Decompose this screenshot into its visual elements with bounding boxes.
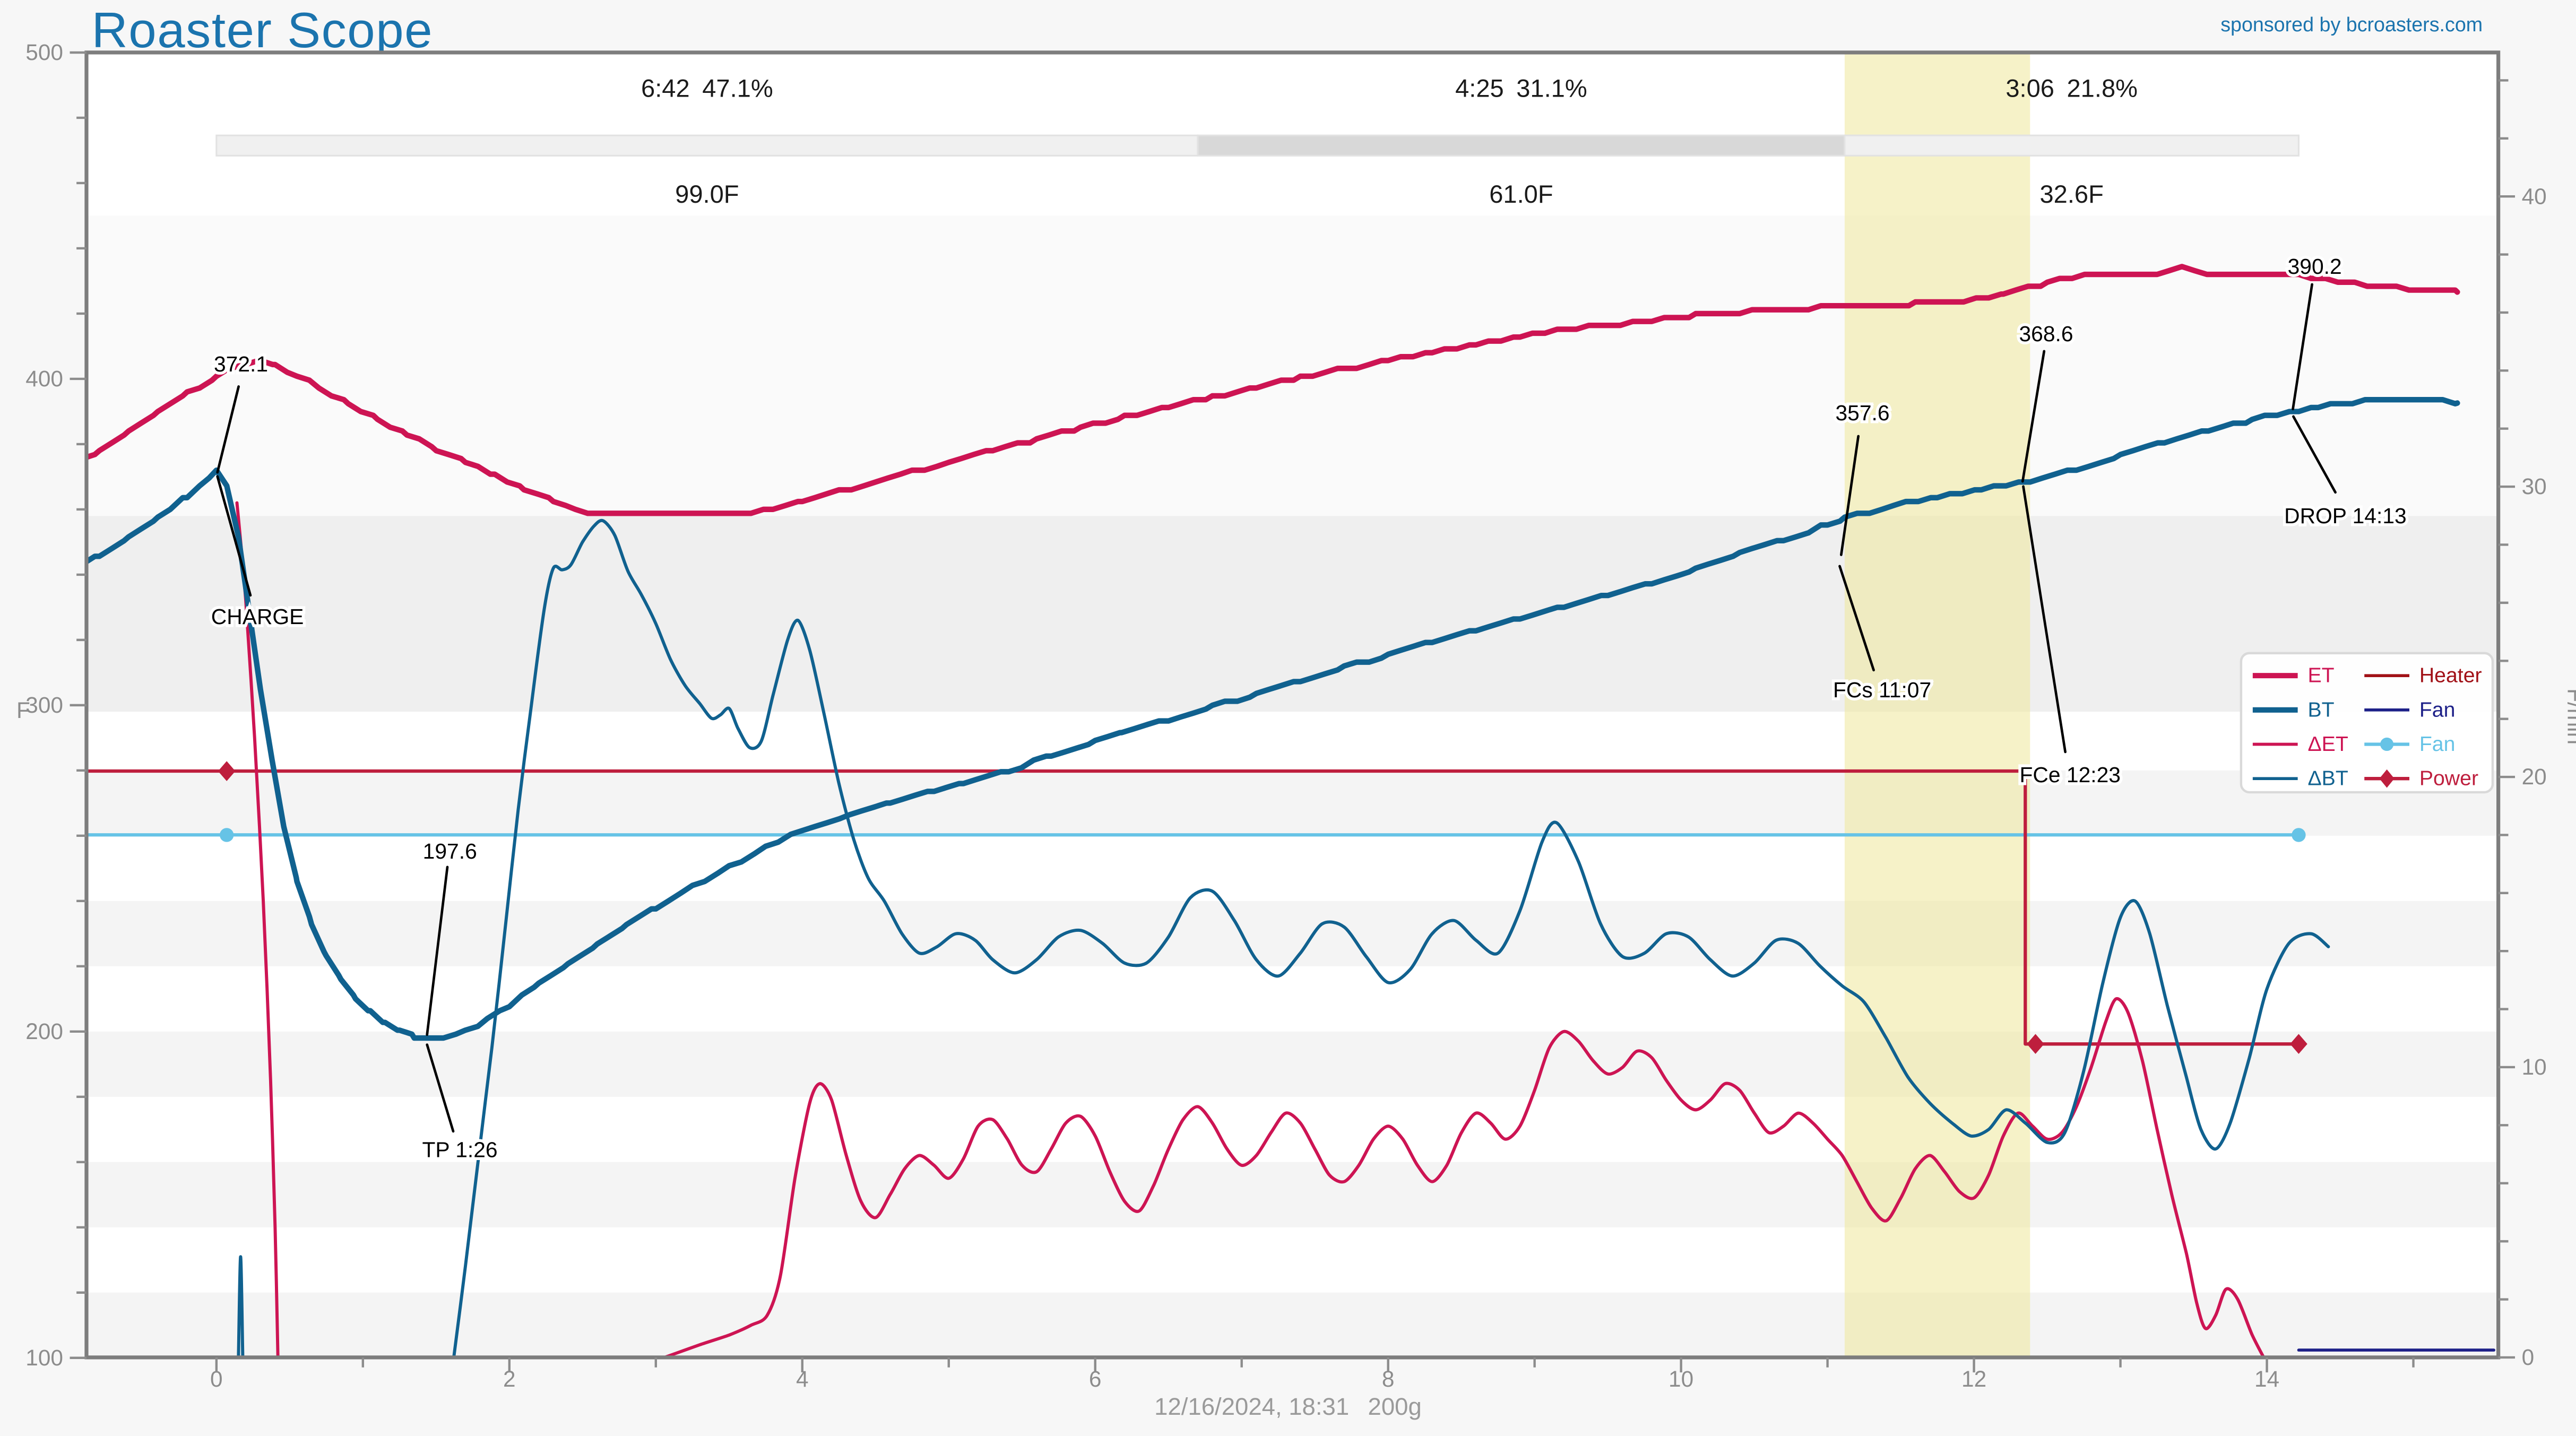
annotation-label: CHARGE [211,604,304,629]
temp-band [86,770,2499,836]
left-tick-label: 400 [25,366,63,391]
power-path [86,769,2301,1046]
right-tick-label: 30 [2522,474,2547,499]
annotation-line [216,385,240,474]
annotation-line [1838,565,1875,672]
x-tick-label: 8 [1382,1366,1395,1391]
annotation-label: FCe 12:23 [2020,763,2121,787]
δbt-path [237,1255,245,1357]
phase-time-percent: 6:42 47.1% [641,74,773,102]
legend-circle-marker [2380,737,2394,751]
x-tick-label: 14 [2254,1366,2279,1391]
legend-label: ET [2307,664,2334,687]
phase-delta-temp: 99.0F [675,180,739,208]
annotation-line [1840,435,1860,556]
left-tick-label: 100 [25,1345,63,1370]
annotation-label: 357.6 [1836,401,1890,425]
annotation-line [2292,415,2337,494]
annotation-line [2021,350,2046,483]
phase-bar-segment [215,134,1199,157]
sponsor-link[interactable]: sponsored by bcroasters.com [2220,13,2483,36]
annotation-label: DROP 14:13 [2284,504,2407,528]
fan-curve [86,828,2306,842]
right-axis-unit: F/min [2563,688,2576,745]
axis-labels: 100 200 300 400 500 F 0 10 20 30 40 F/min 0 2 4 6 8 10 12 1… [16,40,2576,1391]
phase-time-percent: 4:25 31.1% [1455,74,1587,102]
annotation-line [2292,283,2313,411]
right-tick-label: 20 [2522,764,2547,789]
right-tick-label: 40 [2522,184,2547,209]
page-title: Roaster Scope [91,2,434,58]
annotation-label: 390.2 [2288,254,2342,279]
annotation-line [216,475,252,597]
x-tick-label: 0 [210,1366,223,1391]
δbt-path [452,518,2330,1357]
left-tick-label: 200 [25,1019,63,1044]
legend-label: Fan [2419,698,2456,721]
temp-band [86,1292,2499,1357]
fan-marker [2292,828,2306,842]
δbt-curve [237,518,2330,1357]
x-tick-label: 12 [1961,1366,1986,1391]
annotation-line [426,1043,455,1133]
background-bands [86,52,2499,1357]
phase-bar [215,134,2300,157]
annotation-line [426,866,449,1036]
legend-label: ΔBT [2307,767,2348,790]
annotation-label: 368.6 [2019,322,2073,346]
et-curve [86,264,2460,516]
legend-label: Heater [2419,664,2482,687]
annotation-label: 197.6 [423,839,477,863]
legend: ET BT ΔET ΔBT Heater Fan Fan Power [2240,652,2494,794]
legend-label: Fan [2419,732,2456,756]
event-annotations: 372.1 CHARGE 197.6 TP 1:26 357.6 FCs 11:07 368… [208,252,2409,1165]
legend-label: Power [2419,767,2478,790]
legend-label: ΔET [2307,732,2348,756]
legend-label: BT [2307,698,2334,721]
series [86,264,2495,1357]
phase-delta-temp: 32.6F [2039,180,2103,208]
right-tick-label: 10 [2522,1054,2547,1079]
et-path [86,264,2460,516]
left-tick-label: 500 [25,40,63,65]
annotation-label: 372.1 [214,352,268,376]
right-tick-label: 0 [2522,1345,2535,1370]
temp-band [86,1162,2499,1227]
phase-bar-segment [1197,134,1846,157]
x-tick-label: 2 [503,1366,516,1391]
x-tick-label: 10 [1669,1366,1693,1391]
phase-time-percent: 3:06 21.8% [2006,74,2138,102]
power-marker [2027,1034,2044,1054]
fan-marker [219,828,234,842]
left-axis-unit: F [16,698,30,723]
first-crack-highlight [1844,52,2030,1357]
temp-band [86,516,2499,712]
annotation-label: FCs 11:07 [1833,678,1931,702]
axis-ticks [70,51,2516,1373]
roast-date-weight: 12/16/2024, 18:31 200g [1154,1392,1422,1420]
phase-bar-segment [1844,134,2300,157]
x-tick-label: 4 [796,1366,809,1391]
bt-path [86,397,2460,1041]
legend-box [2240,652,2494,794]
phase-delta-temp: 61.0F [1489,180,1553,208]
annotation-line [2022,485,2067,754]
x-tick-label: 6 [1089,1366,1102,1391]
power-marker [2290,1034,2307,1054]
bt-curve [86,397,2460,1041]
δet-path [661,997,2266,1357]
temp-band [86,901,2499,966]
temp-band [86,215,2499,516]
phase-labels: 6:42 47.1% 99.0F 4:25 31.1% 61.0F 3:06 21.8%… [641,74,2138,208]
legend-diamond-marker [2379,769,2395,788]
annotation-label: TP 1:26 [422,1138,497,1162]
left-tick-label: 300 [25,693,63,717]
